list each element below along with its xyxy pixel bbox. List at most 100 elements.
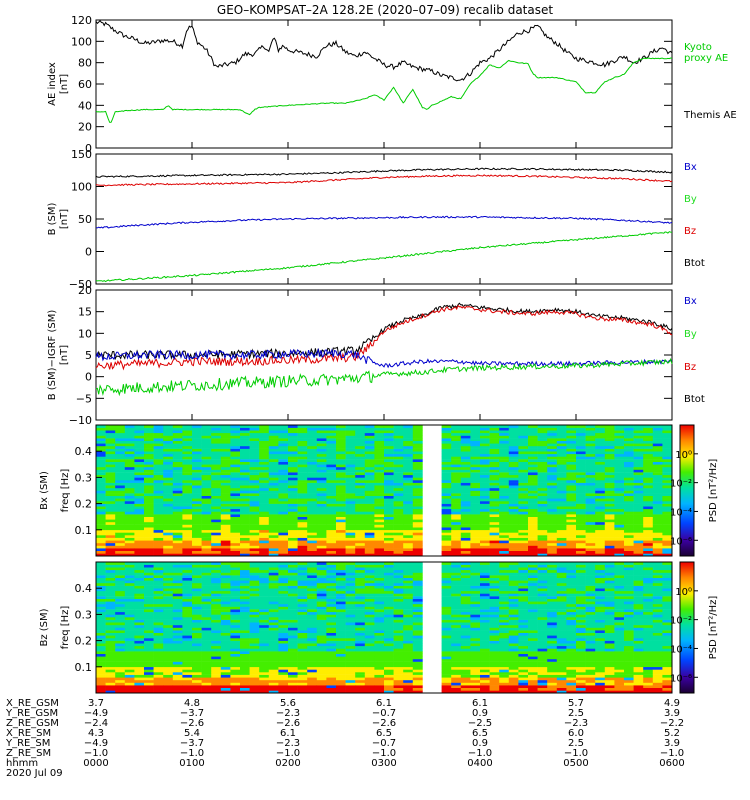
bz_spec-cell (268, 567, 279, 571)
bx_spec-cell (172, 506, 183, 510)
bz_spec-cell (288, 677, 298, 681)
bz_spec-cell (278, 664, 289, 668)
bz_spec-cell (240, 627, 250, 631)
bx_spec-cell (384, 425, 394, 428)
bz_spec-cell (124, 638, 135, 641)
bx_spec-cell (518, 472, 529, 476)
bz_spec-cell (192, 656, 202, 660)
bz_spec-cell (268, 596, 279, 599)
bz_spec-cell (105, 614, 116, 618)
bz_spec-cell (201, 679, 212, 683)
bx_spec-cell (355, 506, 366, 510)
bz_spec-cell (297, 577, 308, 581)
bx_spec-cell (364, 519, 375, 523)
bz_spec-cell (201, 666, 212, 670)
bx_spec-cell (393, 480, 404, 483)
bz_spec-cell (316, 635, 327, 639)
bz_spec-cell (374, 664, 385, 668)
bx_spec-cell (163, 550, 174, 554)
bz_spec-cell (460, 569, 471, 573)
bx_spec-cell (336, 493, 346, 496)
bx_spec-cell (566, 446, 577, 449)
bx_spec-cell (547, 456, 558, 460)
bx_spec-cell (134, 425, 145, 428)
bx_spec-cell (566, 459, 577, 462)
bx_spec-cell (537, 527, 548, 531)
bx_spec-cell (518, 516, 529, 520)
bz_spec-cell (345, 622, 356, 626)
bx_spec-cell (403, 501, 414, 504)
bx_spec-cell (163, 453, 174, 457)
bx_spec-cell (528, 472, 538, 476)
bz_spec-cell (412, 564, 423, 568)
bx_spec-cell (412, 451, 423, 455)
bz_spec-cell (201, 624, 212, 628)
bx_spec-cell (499, 540, 510, 544)
bz_spec-cell (307, 593, 318, 597)
bz_spec-cell (124, 609, 135, 613)
bx_spec-cell (489, 443, 500, 447)
bx_spec-cell (451, 427, 462, 431)
bz_spec-cell (220, 585, 231, 589)
bz_spec-cell (364, 611, 375, 615)
bx_spec-cell (537, 521, 548, 525)
bx_spec-cell (230, 545, 241, 549)
bz_spec-cell (470, 661, 481, 665)
bx_spec-cell (192, 451, 202, 455)
bx_spec-cell (172, 446, 183, 449)
bx_spec-cell (201, 485, 212, 489)
bz_spec-cell (412, 603, 423, 607)
bz_spec-cell (384, 690, 394, 694)
bx_spec-cell (441, 435, 452, 439)
bz_spec-cell (297, 672, 308, 675)
bz_spec-cell (249, 603, 260, 607)
bz_spec-cell (163, 569, 174, 573)
bx_spec-cell (355, 514, 366, 517)
bx_spec-cell (441, 493, 452, 496)
bz_spec-cell (240, 577, 250, 581)
bx_spec-cell (278, 466, 289, 470)
bx_spec-cell (240, 438, 250, 441)
bx_spec-cell (268, 461, 279, 465)
bx_spec-cell (297, 514, 308, 517)
bz_spec-cell (374, 569, 385, 573)
bx_spec-cell (393, 524, 404, 528)
bx_spec-cell (614, 537, 625, 541)
bz_spec-cell (259, 575, 270, 578)
bz_spec-cell (297, 685, 308, 688)
bx_spec-cell (528, 493, 538, 496)
bx_spec-cell (153, 495, 164, 499)
bx_spec-cell (585, 529, 596, 533)
bz_spec-cell (105, 575, 116, 578)
bz_spec-cell (192, 638, 202, 641)
bx_spec-cell (249, 446, 260, 449)
bz_spec-cell (201, 564, 212, 568)
bx_spec-cell (451, 550, 462, 554)
bx_spec-cell (633, 482, 644, 486)
bz_spec-cell (115, 569, 126, 573)
bx_spec-cell (240, 485, 250, 489)
bx_spec-cell (355, 448, 366, 452)
bz_spec-cell (336, 572, 346, 576)
bx_spec-cell (249, 503, 260, 507)
bz_spec-cell (153, 622, 164, 626)
bx_spec-cell (595, 446, 606, 449)
bz_spec-cell (278, 564, 289, 568)
bz_spec-cell (192, 593, 202, 597)
bz_spec-cell (172, 632, 183, 636)
bx_spec-cell (230, 443, 241, 447)
bx_spec-cell (268, 425, 279, 428)
bx_spec-cell (633, 511, 644, 515)
bz_spec-cell (297, 601, 308, 605)
bx_spec-cell (115, 425, 126, 428)
bx_spec-cell (307, 456, 318, 460)
bx_spec-cell (211, 516, 222, 520)
bx_spec-cell (652, 498, 663, 502)
bx_spec-cell (614, 493, 625, 496)
bx_spec-cell (470, 516, 481, 520)
bz_spec-cell (278, 577, 289, 581)
bx_spec-cell (144, 456, 154, 460)
bx_spec-cell (96, 482, 106, 486)
bx_spec-cell (595, 490, 606, 494)
bx_spec-cell (441, 516, 452, 520)
